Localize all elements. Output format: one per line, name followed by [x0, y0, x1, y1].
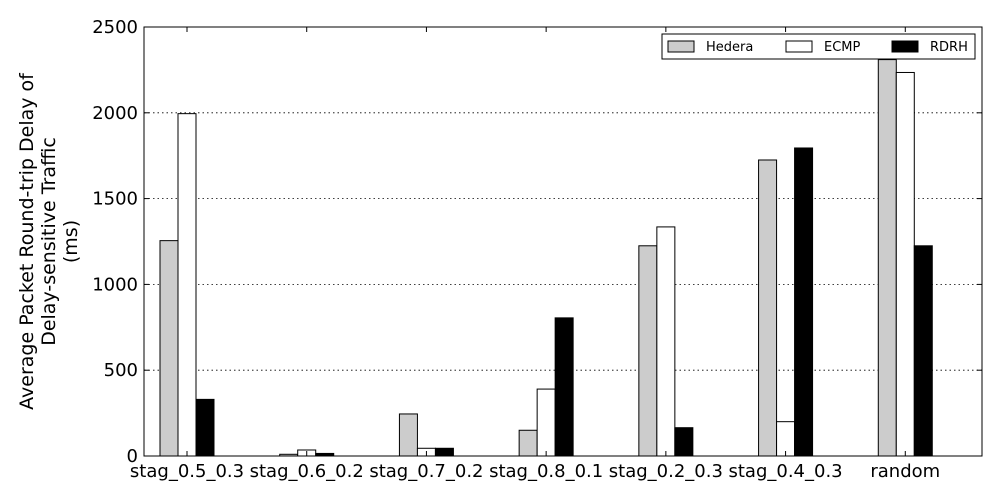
legend-swatch-hedera: [667, 40, 695, 53]
bar-hedera-0: [159, 240, 179, 457]
legend-swatch-rdrh: [891, 40, 919, 53]
bar-rdrh-5: [794, 147, 814, 457]
x-tick-label: stag_0.4_0.3: [728, 461, 842, 482]
bar-hedera-5: [758, 159, 778, 457]
x-tick-label: stag_0.5_0.3: [130, 461, 244, 482]
x-tick-label: stag_0.7_0.2: [369, 461, 483, 482]
bar-rdrh-6: [913, 245, 933, 457]
legend: Hedera ECMP RDRH: [661, 33, 976, 60]
bar-ecmp-5: [776, 421, 796, 457]
y-axis-title-line: Delay-sensitive Traffic: [38, 137, 60, 346]
legend-swatch-ecmp: [785, 40, 813, 53]
x-tick-label: random: [870, 461, 940, 482]
bar-ecmp-3: [536, 388, 556, 457]
legend-box: [661, 33, 976, 60]
y-tick-label: 2500: [92, 17, 138, 38]
legend-label-rdrh: RDRH: [930, 40, 968, 55]
y-tick-label: 1500: [92, 189, 138, 210]
y-axis-title-line: Average Packet Round-trip Delay of: [16, 72, 38, 410]
y-tick-label: 1000: [92, 274, 138, 295]
bar-hedera-4: [638, 245, 658, 457]
bar-hedera-3: [518, 429, 538, 457]
bar-rdrh-0: [195, 398, 215, 457]
x-tick-label: stag_0.6_0.2: [250, 461, 364, 482]
bar-ecmp-6: [895, 71, 915, 457]
y-axis: 0 500 1000 1500 2000 2500: [92, 17, 982, 467]
bars: [159, 59, 933, 457]
legend-label-ecmp: ECMP: [824, 40, 861, 55]
bar-ecmp-0: [177, 113, 197, 457]
x-axis: stag_0.5_0.3 stag_0.6_0.2 stag_0.7_0.2 stag…: [130, 27, 940, 482]
y-tick-label: 500: [104, 360, 138, 381]
y-tick-label: 2000: [92, 103, 138, 124]
y-axis-title: Average Packet Round-trip Delay ofDelay-…: [16, 72, 82, 410]
bar-rdrh-4: [674, 427, 694, 457]
legend-label-hedera: Hedera: [706, 40, 753, 55]
bar-rdrh-3: [554, 317, 574, 457]
bar-hedera-2: [398, 413, 418, 457]
bar-ecmp-4: [656, 226, 676, 457]
x-tick-label: stag_0.8_0.1: [489, 461, 603, 482]
plot-frame: [143, 26, 983, 457]
y-axis-title-line: (ms): [60, 220, 82, 263]
x-tick-label: stag_0.2_0.3: [609, 461, 723, 482]
y-tick-label: 0: [127, 446, 138, 467]
bar-rdrh-2: [434, 447, 454, 457]
bar-hedera-6: [877, 59, 897, 457]
